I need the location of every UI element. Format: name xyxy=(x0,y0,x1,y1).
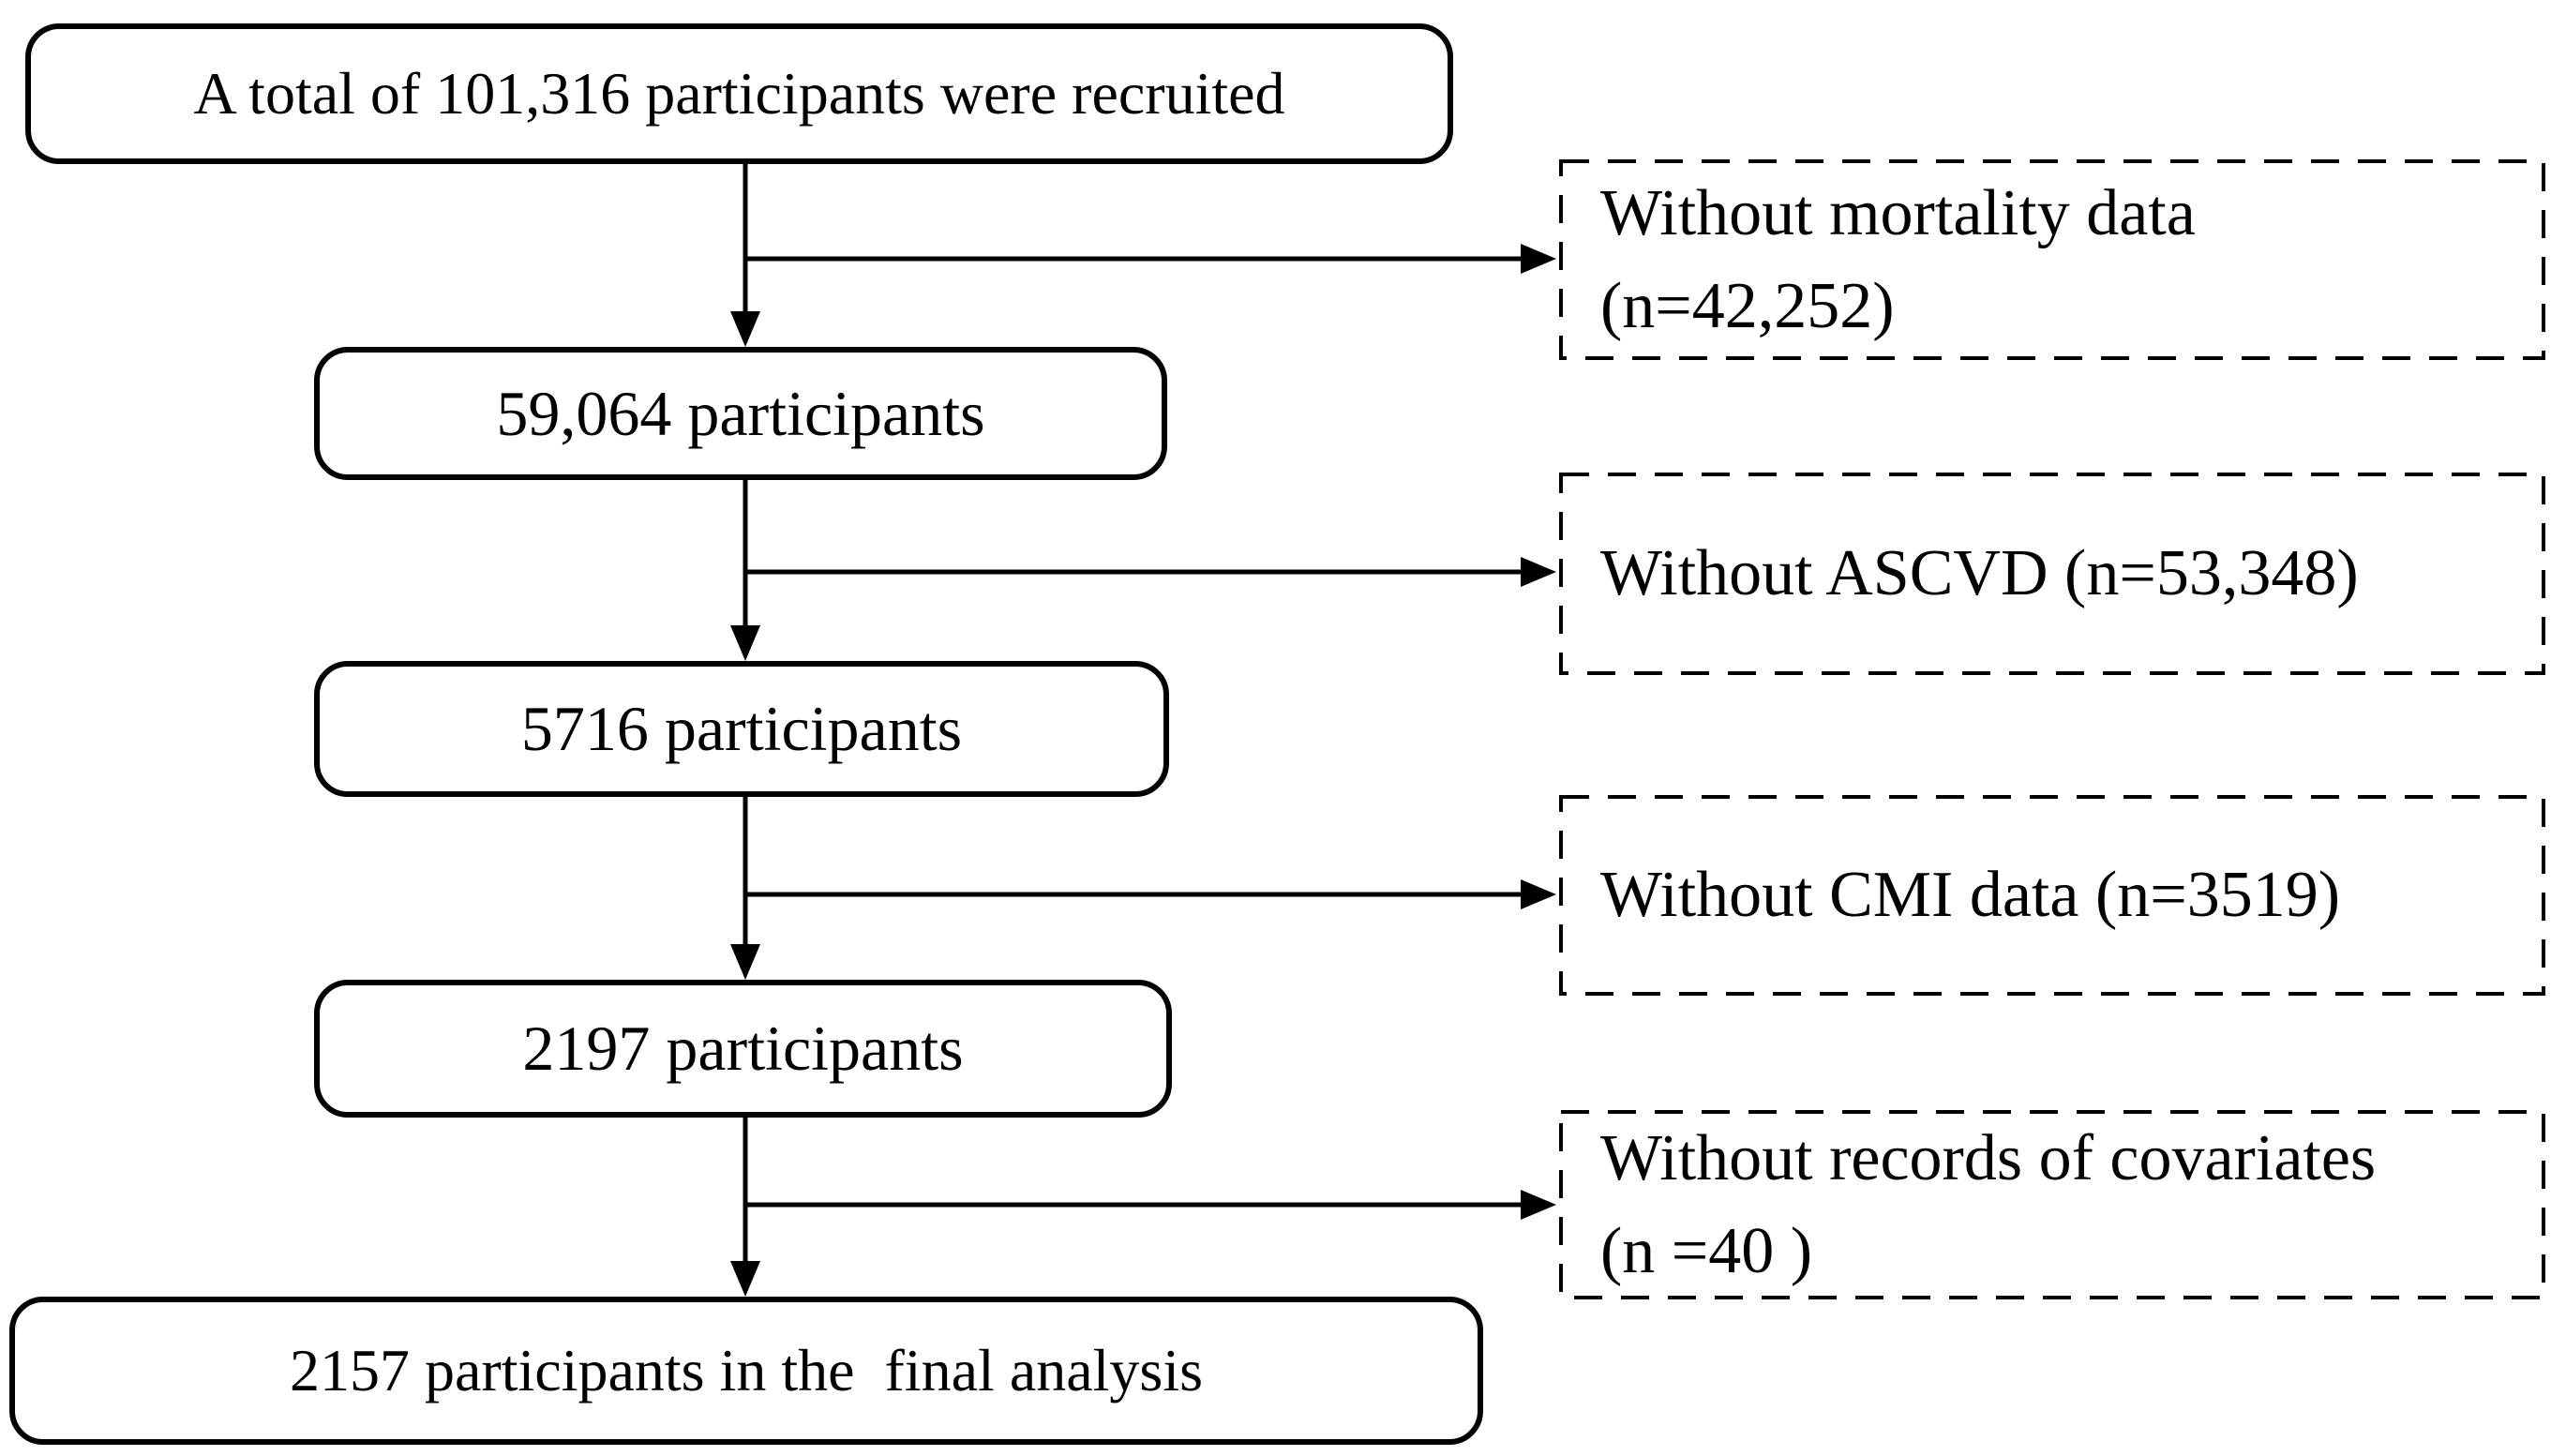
excl-box-outline-without-covariates xyxy=(1559,1110,2545,1299)
excl-box-without-ascvd-label: Without ASCVD (n=53,348) xyxy=(1600,537,2359,610)
flow-box-5716-label: 5716 participants xyxy=(520,693,963,765)
excl-box-outline-without-cmi xyxy=(1559,795,2545,996)
excl-box-without-mortality-label: Without mortality data (n=42,252) xyxy=(1600,176,2196,342)
flow-box-final-analysis: 2157 participants in the final analysis xyxy=(9,1297,1483,1445)
flow-box-59064-label: 59,064 participants xyxy=(496,377,985,449)
flow-box-recruited-label: A total of 101,316 participants were rec… xyxy=(193,59,1285,127)
flow-box-final-analysis-label: 2157 participants in the final analysis xyxy=(290,1336,1203,1403)
excl-box-without-covariates-label: Without records of covariates (n =40 ) xyxy=(1600,1121,2377,1287)
excl-box-outline-without-ascvd xyxy=(1559,473,2545,675)
excl-box-without-ascvd: Without ASCVD (n=53,348) xyxy=(1561,474,2543,673)
flow-box-59064: 59,064 participants xyxy=(314,347,1167,480)
flow-box-recruited: A total of 101,316 participants were rec… xyxy=(25,23,1453,164)
excl-box-without-covariates: Without records of covariates (n =40 ) xyxy=(1561,1112,2543,1298)
excl-box-without-cmi-label: Without CMI data (n=3519) xyxy=(1600,859,2341,932)
flow-box-5716: 5716 participants xyxy=(314,661,1169,797)
excl-box-without-cmi: Without CMI data (n=3519) xyxy=(1561,797,2543,994)
excl-box-without-mortality: Without mortality data (n=42,252) xyxy=(1561,161,2543,358)
flow-box-2197-label: 2197 participants xyxy=(522,1013,964,1085)
flow-box-2197: 2197 participants xyxy=(314,980,1172,1118)
excl-box-outline-without-mortality xyxy=(1559,159,2545,360)
